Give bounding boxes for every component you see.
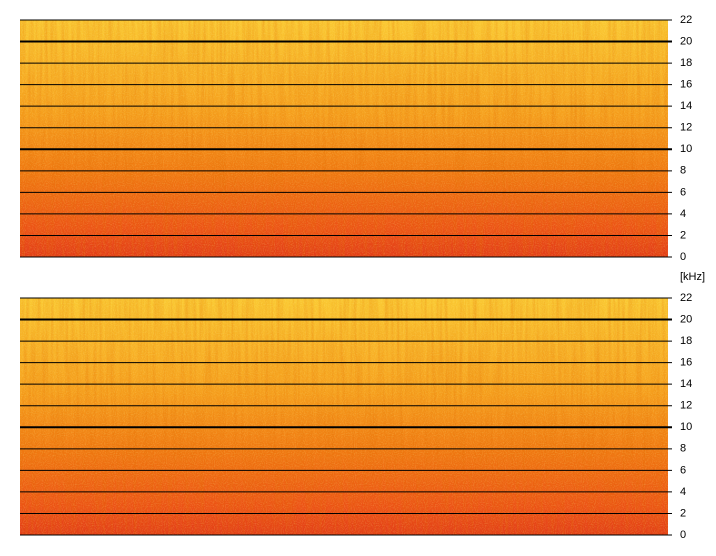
y-tick-label: 20 [680,35,692,47]
y-tick-label: 2 [680,229,686,241]
y-tick-label: 14 [680,100,692,112]
y-tick-label: 6 [680,464,686,476]
y-tick-label: 16 [680,357,692,369]
y-tick-label: 8 [680,443,686,455]
y-tick-label: 2 [680,507,686,519]
y-tick-label: 4 [680,208,686,220]
y-tick-label: 22 [680,14,692,26]
y-tick-label: 10 [680,421,692,433]
y-tick-label: 14 [680,378,692,390]
y-tick-label: 0 [680,251,686,263]
spectrogram-grain [20,20,668,257]
y-tick-label: 8 [680,165,686,177]
y-tick-label: 16 [680,79,692,91]
y-tick-label: 10 [680,143,692,155]
y-tick-label: 4 [680,486,686,498]
y-tick-label: 12 [680,400,692,412]
spectrogram-grain [20,298,668,535]
y-tick-label: 22 [680,292,692,304]
y-tick-label: 20 [680,313,692,325]
y-tick-label: 0 [680,529,686,541]
y-tick-label: 18 [680,335,692,347]
y-tick-label: 12 [680,122,692,134]
y-tick-label: 18 [680,57,692,69]
unit-label: [kHz] [680,271,705,283]
y-tick-label: 6 [680,186,686,198]
